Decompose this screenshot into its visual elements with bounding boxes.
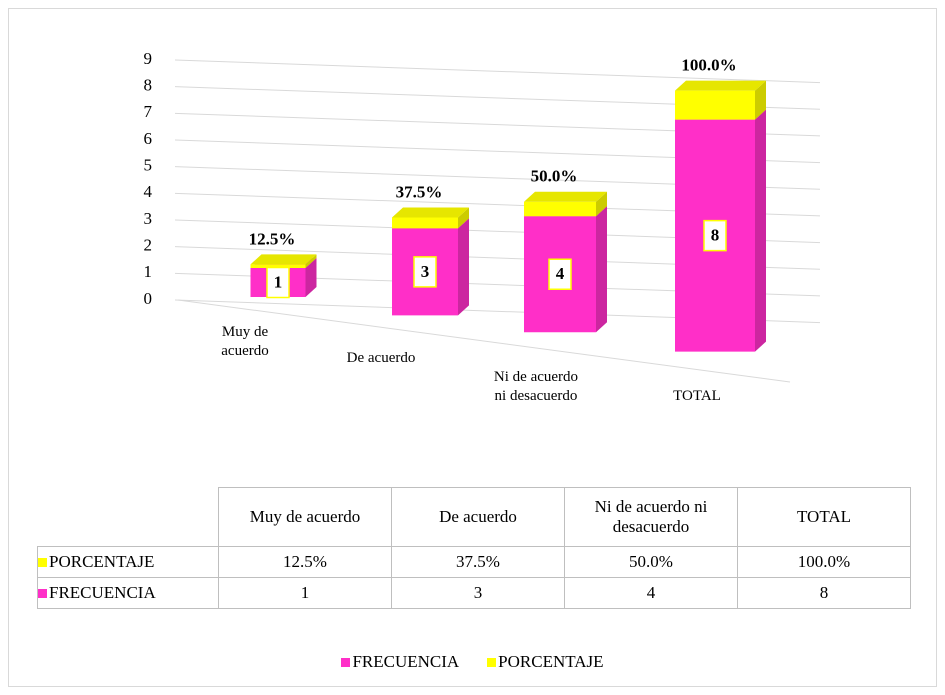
table-cell: 12.5%: [218, 546, 392, 578]
bar-side: [458, 218, 469, 316]
bar-side: [596, 206, 607, 333]
chart-border: [8, 8, 937, 687]
table-row-name: PORCENTAJE: [49, 552, 155, 571]
table-cell: 1: [218, 577, 392, 609]
data-label: 3: [421, 262, 430, 281]
bar-front: [524, 201, 596, 217]
legend-key: [341, 658, 351, 667]
legend-key: [38, 558, 47, 567]
bar-front: [392, 217, 458, 229]
y-tick-label: 3: [144, 209, 153, 228]
table-cell: 37.5%: [391, 546, 565, 578]
bar-top: [392, 207, 469, 218]
bar-side: [305, 254, 317, 268]
bar-segment: [392, 207, 469, 229]
bar-segment: [524, 191, 607, 217]
data-label-box: [703, 219, 727, 252]
bar-side: [305, 258, 317, 297]
table-header: TOTAL: [737, 487, 911, 547]
bar-side: [458, 207, 469, 229]
legend-key: [38, 589, 47, 598]
grid-line: [174, 59, 821, 84]
table-header: De acuerdo: [391, 487, 565, 547]
table-cell: 8: [737, 577, 911, 609]
legend: FRECUENCIA PORCENTAJE: [0, 652, 945, 672]
bar-top: [675, 80, 766, 91]
table-row: PORCENTAJE 12.5% 37.5% 50.0% 100.0%: [37, 546, 911, 578]
table-cell: 50.0%: [564, 546, 738, 578]
x-tick-label: De acuerdo: [346, 350, 416, 366]
bar-top: [524, 191, 607, 202]
legend-item: PORCENTAJE: [487, 652, 604, 671]
table-cell: 4: [564, 577, 738, 609]
table-corner: [37, 487, 219, 547]
table-row-name: FRECUENCIA: [49, 583, 156, 602]
data-label: 12.5%: [249, 229, 296, 248]
table-row-label: PORCENTAJE: [37, 546, 219, 578]
table-row-label: FRECUENCIA: [37, 577, 219, 609]
x-tick-label: TOTAL: [673, 388, 721, 404]
table-cell: 100.0%: [737, 546, 911, 578]
data-label-box: [413, 256, 437, 288]
data-label: 1: [274, 272, 283, 291]
data-label: 8: [711, 226, 720, 245]
bar-side: [596, 191, 607, 217]
y-tick-label: 1: [144, 262, 153, 281]
data-label-box: [548, 258, 572, 290]
bar-side: [755, 109, 766, 352]
legend-label: PORCENTAJE: [498, 652, 604, 671]
x-tick-label: Ni de acuerdo ni desacuerdo: [493, 369, 579, 404]
table-cell: 3: [391, 577, 565, 609]
bar-segment: [675, 80, 766, 120]
y-tick-label: 4: [144, 182, 153, 201]
legend-label: FRECUENCIA: [352, 652, 460, 671]
table-header: Muy de acuerdo: [218, 487, 392, 547]
bar-front: [250, 264, 306, 268]
data-label: 37.5%: [396, 182, 443, 201]
data-label: 100.0%: [681, 56, 736, 75]
bar-top: [250, 254, 317, 265]
bar-front: [675, 90, 755, 120]
y-tick-label: 8: [144, 76, 153, 95]
x-tick-label: Muy de acuerdo: [221, 324, 269, 359]
y-tick-label: 9: [144, 49, 153, 68]
y-tick-label: 6: [144, 129, 153, 148]
table-header: Ni de acuerdo ni desacuerdo: [564, 487, 738, 547]
table-row: FRECUENCIA 1 3 4 8: [37, 577, 911, 609]
data-label: 50.0%: [531, 167, 578, 186]
y-tick-label: 0: [144, 289, 153, 308]
y-tick-label: 5: [144, 156, 153, 175]
legend-item: FRECUENCIA: [341, 652, 459, 671]
y-tick-label: 7: [144, 102, 153, 121]
table-header-row: Muy de acuerdo De acuerdo Ni de acuerdo ni…: [37, 487, 911, 547]
y-tick-label: 2: [144, 236, 153, 255]
bar-side: [755, 80, 766, 120]
bar-segment: [250, 254, 317, 268]
x-axis-line: [177, 299, 791, 383]
data-label: 4: [556, 264, 565, 283]
legend-key: [487, 658, 497, 667]
data-table: Muy de acuerdo De acuerdo Ni de acuerdo ni…: [37, 487, 911, 609]
